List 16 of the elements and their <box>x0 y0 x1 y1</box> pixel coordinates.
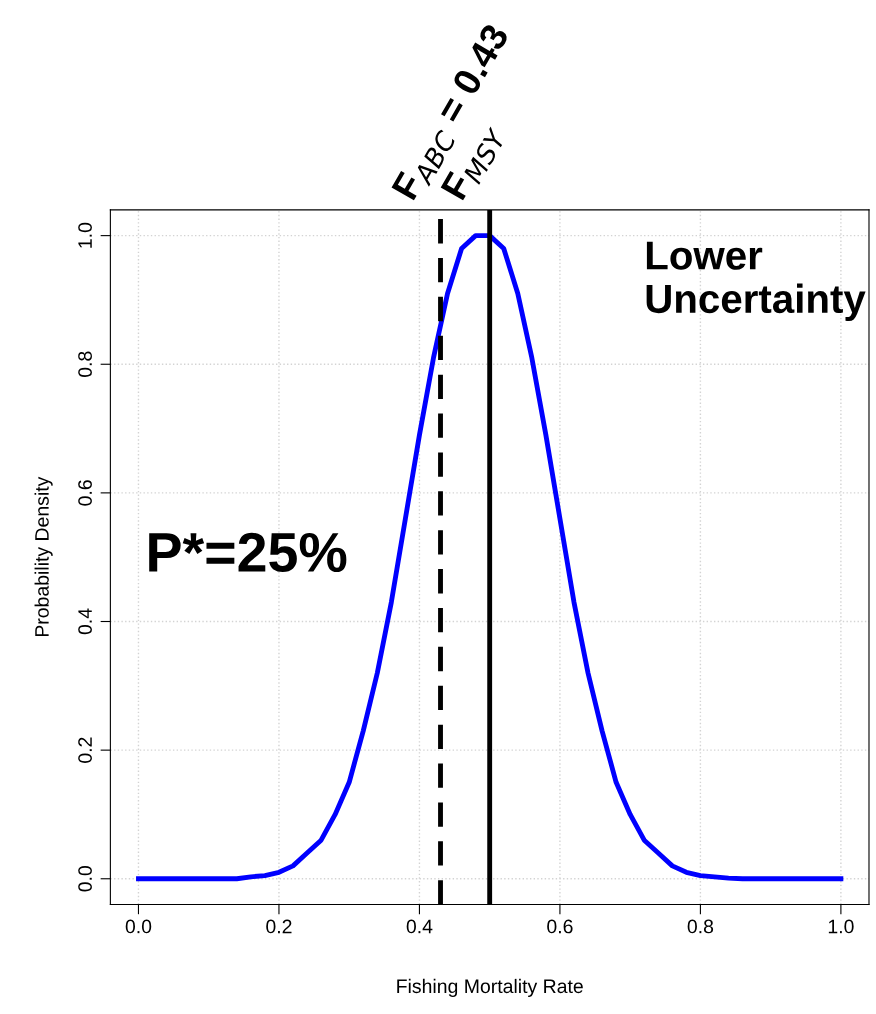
x-axis-title: Fishing Mortality Rate <box>397 978 583 997</box>
y-tick-label: 1.0 <box>78 222 92 248</box>
x-tick-label: 0.2 <box>266 919 292 934</box>
annotation: P*=25% <box>149 532 347 573</box>
y-axis-title: Probability Density <box>34 476 53 637</box>
y-tick-label: 0.8 <box>78 351 92 378</box>
x-tick-label: 1.0 <box>828 919 854 934</box>
x-tick-label: 0.0 <box>125 919 152 934</box>
y-tick-label: 0.6 <box>78 480 92 506</box>
x-tick-label: 0.4 <box>406 919 433 934</box>
annotation: Lower Uncertainty <box>646 241 866 322</box>
x-tick-label: 0.6 <box>547 919 573 934</box>
x-tick-label: 0.8 <box>687 919 714 934</box>
y-tick-label: 0.4 <box>78 608 92 635</box>
y-tick-label: 0.2 <box>78 737 92 763</box>
y-tick-label: 0.0 <box>78 866 92 892</box>
